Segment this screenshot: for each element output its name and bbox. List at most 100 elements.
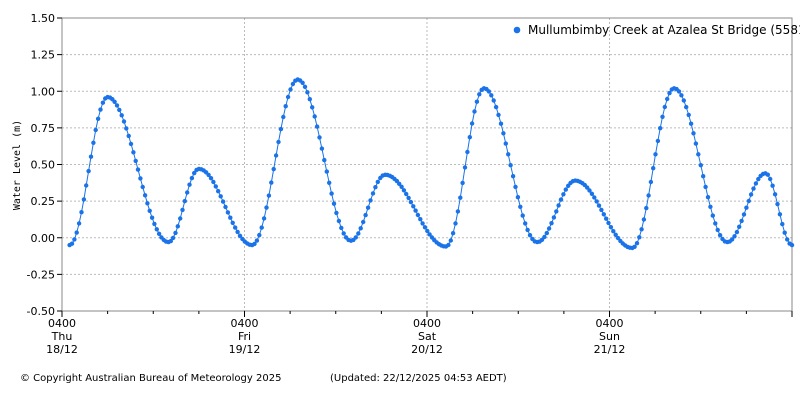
data-point	[768, 176, 773, 182]
data-point	[283, 104, 288, 109]
data-point	[216, 189, 221, 194]
data-point	[508, 163, 513, 168]
data-point	[189, 175, 195, 181]
data-point	[741, 212, 747, 217]
data-point	[737, 224, 742, 229]
data-point	[154, 227, 159, 232]
data-point	[510, 174, 516, 179]
data-point	[684, 104, 689, 110]
data-point	[175, 224, 180, 229]
data-point	[375, 179, 380, 185]
data-point	[126, 133, 131, 139]
data-point	[302, 84, 308, 90]
data-point	[639, 227, 644, 232]
data-point	[307, 97, 312, 102]
data-point	[182, 198, 187, 204]
data-point	[489, 93, 494, 98]
data-point	[446, 242, 451, 248]
data-point	[775, 201, 780, 207]
data-point	[100, 100, 106, 105]
data-point	[135, 167, 141, 172]
y-axis-label: Water Level (m)	[12, 120, 23, 210]
data-point	[748, 192, 754, 197]
data-point	[662, 104, 667, 110]
data-point	[257, 232, 262, 238]
data-point	[149, 215, 155, 220]
data-point	[361, 219, 366, 225]
copyright-text: © Copyright Australian Bureau of Meteoro…	[20, 373, 282, 384]
data-point	[688, 121, 694, 126]
data-point	[168, 238, 173, 244]
data-point	[587, 188, 592, 193]
data-point	[114, 103, 120, 108]
data-point	[145, 201, 150, 206]
data-point	[648, 179, 654, 185]
data-point	[604, 216, 609, 221]
data-point	[693, 141, 699, 146]
data-point	[305, 90, 310, 95]
data-point	[527, 233, 533, 238]
data-point	[558, 197, 564, 202]
data-point	[634, 241, 640, 246]
data-point	[592, 195, 597, 200]
data-point	[701, 174, 706, 179]
data-point	[312, 114, 317, 119]
data-point	[368, 198, 373, 203]
x-tick-day-label: Fri	[238, 330, 251, 343]
data-point	[542, 234, 547, 240]
data-point	[98, 107, 103, 112]
data-point	[233, 225, 238, 230]
data-point	[211, 179, 216, 185]
data-point	[608, 225, 614, 230]
data-point	[506, 152, 511, 157]
data-point	[744, 205, 749, 210]
grid-lines	[62, 18, 792, 311]
data-point	[477, 92, 482, 97]
data-point	[124, 126, 129, 131]
data-point	[93, 127, 98, 133]
data-point	[310, 105, 315, 110]
data-point	[520, 213, 525, 218]
data-point	[734, 229, 740, 235]
data-point	[632, 244, 637, 249]
y-axis-ticks: 1.50 1.25 1.00 0.75 0.50 0.25 0.00 -0.25 -0.50	[27, 12, 62, 318]
data-point	[404, 191, 409, 197]
data-point	[334, 210, 339, 216]
data-point	[208, 176, 214, 181]
data-point	[703, 184, 708, 190]
data-point	[415, 212, 421, 218]
data-point	[220, 199, 226, 204]
y-tick-label: -0.25	[27, 268, 55, 281]
data-point	[646, 193, 651, 198]
data-point	[681, 98, 686, 103]
data-point	[746, 198, 751, 204]
legend-marker	[513, 26, 521, 34]
data-point	[406, 195, 411, 201]
data-point	[273, 153, 279, 158]
data-point	[732, 234, 737, 239]
series-water-level	[67, 77, 795, 251]
data-point	[152, 221, 157, 227]
data-point	[563, 187, 568, 192]
data-point	[133, 158, 138, 164]
data-point	[765, 172, 770, 177]
data-point	[717, 233, 723, 238]
data-point	[780, 221, 785, 227]
data-point	[753, 181, 759, 186]
data-point	[641, 217, 647, 222]
data-point	[264, 205, 269, 210]
data-point	[667, 90, 672, 96]
data-point	[460, 180, 465, 186]
data-point	[518, 204, 523, 209]
data-point	[469, 121, 475, 126]
data-point	[789, 242, 795, 248]
data-point	[525, 227, 530, 233]
data-point	[156, 231, 162, 236]
x-tick-time-label: 0400	[231, 317, 259, 330]
y-tick-label: 0.50	[31, 159, 56, 172]
data-point	[237, 233, 243, 238]
data-point	[486, 89, 492, 94]
data-point	[121, 119, 127, 124]
data-point	[427, 232, 432, 237]
data-point	[79, 210, 84, 215]
